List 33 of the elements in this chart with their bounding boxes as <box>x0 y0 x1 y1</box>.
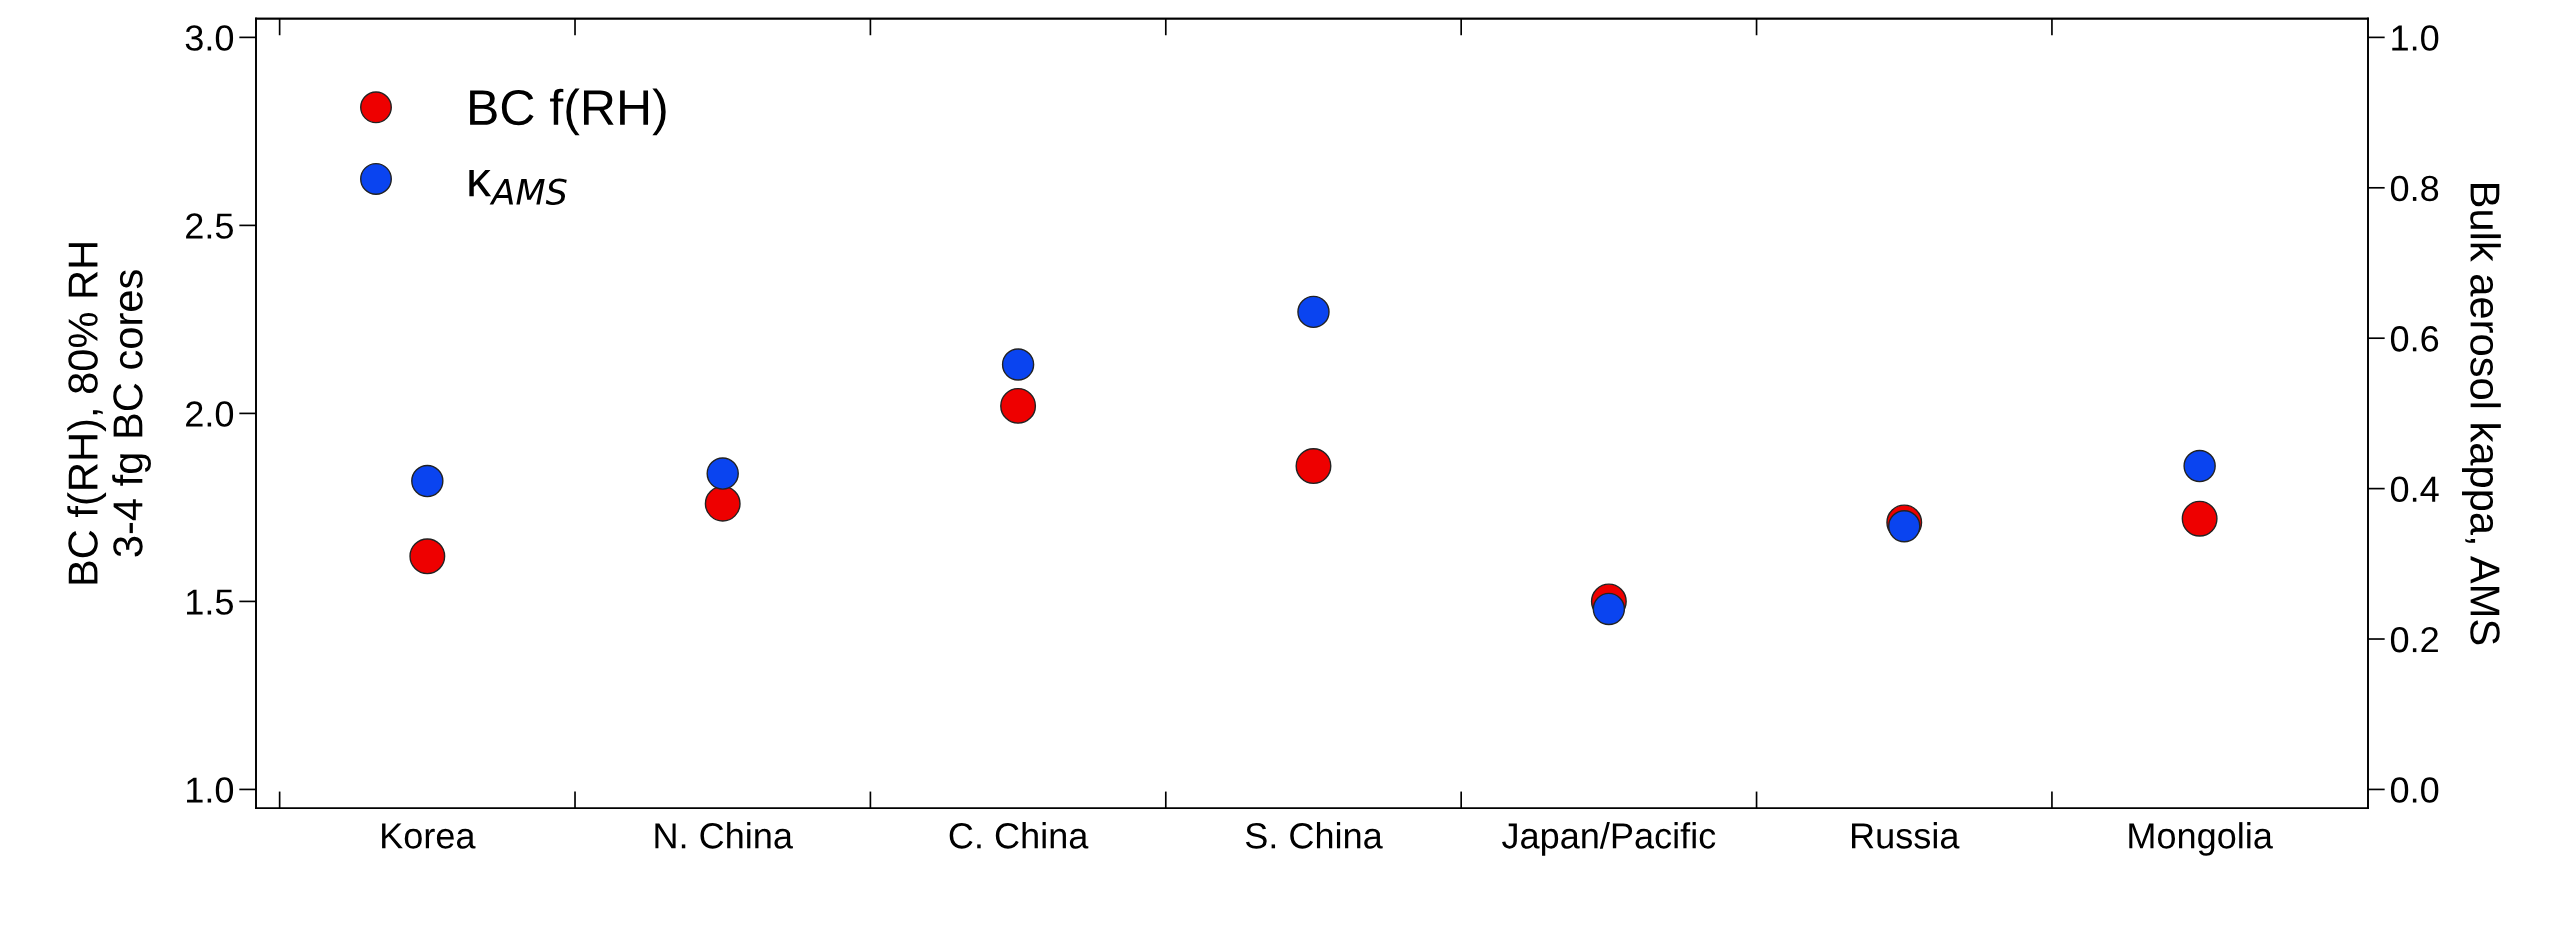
point <box>706 457 739 490</box>
y-axis-title: BC f(RH), 80% RH 3-4 fg BC cores <box>67 243 151 584</box>
y2-axis-title: Bulk aerosol kappa, AMS <box>2461 184 2501 645</box>
y2-tick-label: 0.2 <box>2390 626 2438 653</box>
x-tick-label: Russia <box>1852 822 1960 849</box>
x-tick-label: Mongolia <box>2129 822 2273 856</box>
y2-tick-label: 0.4 <box>2390 476 2439 503</box>
y2-tick-label: 1.0 <box>2392 25 2439 51</box>
y2-tick-label: 0.6 <box>2390 326 2439 352</box>
point <box>411 464 444 498</box>
point <box>1297 295 1330 329</box>
legend-label: κ$_{AMS}$ <box>469 169 567 206</box>
point <box>2181 500 2218 537</box>
point <box>1001 348 1035 381</box>
x-tick-label: Korea <box>382 823 476 849</box>
y-tick-label: 2.0 <box>186 401 234 427</box>
point <box>1592 592 1626 626</box>
legend-label: BC f(RH) <box>470 88 666 136</box>
point <box>1000 387 1037 424</box>
y-tick-label: 1.0 <box>187 777 234 803</box>
point <box>1295 448 1332 485</box>
x-tick-label: S. China <box>1245 822 1383 849</box>
x-tick-label: C. China <box>949 822 1089 849</box>
y-tick-label: 1.5 <box>187 589 233 615</box>
point <box>704 485 741 522</box>
point <box>2183 449 2216 483</box>
y2-tick-label: 0.0 <box>2390 777 2439 803</box>
point <box>409 538 446 575</box>
y-tick-label: 3.0 <box>185 25 234 51</box>
y-tick-label: 2.5 <box>186 213 233 239</box>
y2-tick-label: 0.8 <box>2390 175 2439 202</box>
x-tick-label: N. China <box>655 822 793 849</box>
x-tick-label: Japan/Pacific <box>1502 822 1716 856</box>
